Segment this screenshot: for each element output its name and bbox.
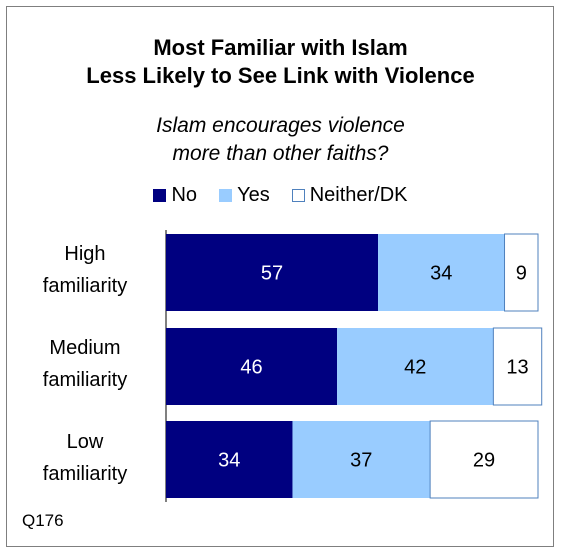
data-label-yes-row-1: 34 xyxy=(430,263,452,285)
data-label-neither-row-3: 29 xyxy=(473,450,495,472)
bar-neither-row-2 xyxy=(492,327,543,406)
row-label-medium-line-2: familiarity xyxy=(42,369,128,391)
legend-item-yes: Yes xyxy=(219,184,270,207)
chart-title-line-1: Most Familiar with Islam xyxy=(153,35,408,60)
bar-yes-row-2 xyxy=(337,328,494,405)
legend-item-neither: Neither/DK xyxy=(291,184,408,207)
row-label-medium-line-1: Medium xyxy=(49,337,121,359)
legend-swatch-neither xyxy=(291,189,305,202)
data-label-no-row-3: 34 xyxy=(218,450,240,472)
bar-neither-row-3 xyxy=(429,420,539,499)
bar-neither-row-1 xyxy=(504,233,539,312)
bar-no-row-1 xyxy=(166,234,379,311)
data-label-neither-row-1: 9 xyxy=(516,263,527,285)
bar-no-row-3 xyxy=(166,421,293,498)
legend-label-yes: Yes xyxy=(237,184,270,206)
chart-subtitle-line-1: Islam encourages violence xyxy=(156,114,405,137)
legend: No Yes Neither/DK xyxy=(0,184,561,207)
legend-label-no: No xyxy=(171,184,198,206)
data-label-yes-row-2: 42 xyxy=(404,357,426,379)
legend-item-no: No xyxy=(153,184,197,207)
row-label-medium: Medium familiarity xyxy=(20,332,150,396)
row-label-low: Low familiarity xyxy=(20,426,150,490)
chart-subtitle-line-2: more than other faiths? xyxy=(172,142,389,165)
legend-swatch-no xyxy=(153,189,167,202)
legend-label-neither: Neither/DK xyxy=(309,184,408,206)
bar-yes-row-3 xyxy=(292,421,431,498)
row-label-high-line-1: High xyxy=(64,243,106,265)
data-label-yes-row-3: 37 xyxy=(350,450,372,472)
data-label-neither-row-2: 13 xyxy=(506,357,528,379)
row-label-high: High familiarity xyxy=(20,238,150,302)
row-label-low-line-1: Low xyxy=(66,431,104,453)
row-label-high-line-2: familiarity xyxy=(42,275,128,297)
bar-no-row-2 xyxy=(166,328,338,405)
row-label-low-line-2: familiarity xyxy=(42,463,128,485)
footnote: Q176 xyxy=(22,511,64,530)
data-label-no-row-2: 46 xyxy=(240,357,262,379)
data-label-no-row-1: 57 xyxy=(261,263,283,285)
chart-title-line-2: Less Likely to See Link with Violence xyxy=(86,63,475,88)
legend-swatch-yes xyxy=(219,189,233,202)
bar-yes-row-1 xyxy=(378,234,505,311)
